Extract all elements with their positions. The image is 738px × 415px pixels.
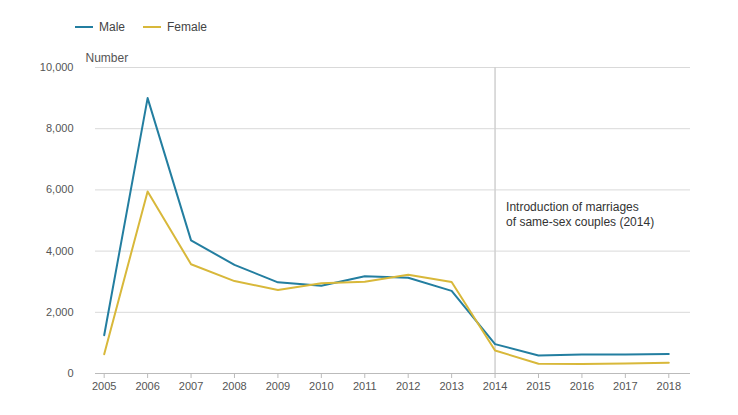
svg-text:2006: 2006	[135, 380, 159, 392]
svg-text:2011: 2011	[353, 380, 377, 392]
svg-text:2015: 2015	[526, 380, 550, 392]
svg-text:2018: 2018	[657, 380, 681, 392]
svg-text:2017: 2017	[613, 380, 637, 392]
svg-text:2016: 2016	[570, 380, 594, 392]
svg-text:2008: 2008	[222, 380, 246, 392]
svg-text:0: 0	[67, 367, 73, 379]
svg-text:2009: 2009	[266, 380, 290, 392]
svg-text:2005: 2005	[92, 380, 116, 392]
svg-text:4,000: 4,000	[46, 245, 74, 257]
html-text:Male: Male	[99, 19, 125, 34]
svg-text:2010: 2010	[309, 380, 333, 392]
svg-text:2014: 2014	[483, 380, 507, 392]
svg-text:2,000: 2,000	[46, 306, 74, 318]
svg-text:10,000: 10,000	[40, 61, 74, 73]
svg-text:8,000: 8,000	[46, 122, 74, 134]
svg-text:2013: 2013	[439, 380, 463, 392]
html-text:Female: Female	[167, 19, 207, 34]
svg-text:2007: 2007	[179, 380, 203, 392]
svg-text:Number: Number	[86, 51, 129, 65]
svg-text:2012: 2012	[396, 380, 420, 392]
svg-text:Introduction of marriagesof sa: Introduction of marriagesof same-sex cou…	[506, 200, 654, 230]
svg-text:6,000: 6,000	[46, 183, 74, 195]
